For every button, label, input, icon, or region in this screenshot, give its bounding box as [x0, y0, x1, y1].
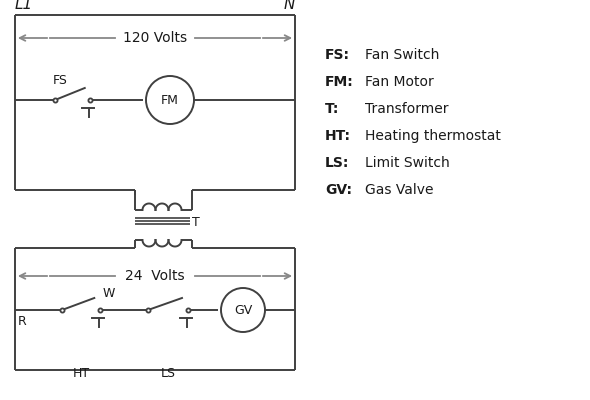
Text: GV: GV	[234, 304, 252, 316]
Text: FS:: FS:	[325, 48, 350, 62]
Text: Limit Switch: Limit Switch	[365, 156, 450, 170]
Text: LS: LS	[160, 367, 175, 380]
Text: HT: HT	[73, 367, 90, 380]
Text: W: W	[103, 287, 116, 300]
Text: Heating thermostat: Heating thermostat	[365, 129, 501, 143]
Text: L1: L1	[15, 0, 33, 12]
Text: FS: FS	[53, 74, 68, 87]
Text: GV:: GV:	[325, 183, 352, 197]
Text: R: R	[18, 315, 27, 328]
Text: T: T	[192, 216, 199, 228]
Text: FM:: FM:	[325, 75, 354, 89]
Text: 120 Volts: 120 Volts	[123, 31, 187, 45]
Text: 24  Volts: 24 Volts	[125, 269, 185, 283]
Text: T:: T:	[325, 102, 339, 116]
Text: Gas Valve: Gas Valve	[365, 183, 434, 197]
Text: Fan Motor: Fan Motor	[365, 75, 434, 89]
Text: Fan Switch: Fan Switch	[365, 48, 440, 62]
Text: Transformer: Transformer	[365, 102, 448, 116]
Text: FM: FM	[161, 94, 179, 106]
Text: N: N	[284, 0, 295, 12]
Text: LS:: LS:	[325, 156, 349, 170]
Text: HT:: HT:	[325, 129, 351, 143]
